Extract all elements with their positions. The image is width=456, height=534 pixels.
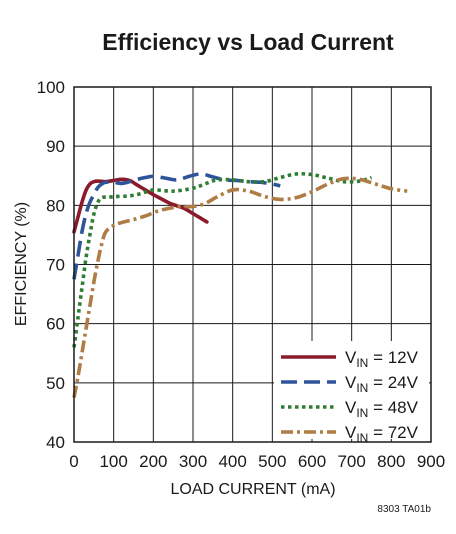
y-tick-label: 60 [46,315,65,334]
plot-frame [73,86,432,443]
series-line-2 [72,172,281,280]
legend: VIN = 12V VIN = 24V VIN = 48V VIN = 72V [274,341,429,445]
x-tick-label: 500 [258,452,286,471]
grid [74,87,431,442]
series-line-4 [72,176,408,398]
chart-title: Efficiency vs Load Current [102,29,394,55]
x-tick-label: 700 [337,452,365,471]
y-tick-label: 90 [46,137,65,156]
x-tick-label: 300 [179,452,207,471]
y-tick-label: 100 [37,78,65,97]
x-tick-labels: 0 100 200 300 400 500 600 700 800 900 [69,452,445,471]
y-tick-label: 50 [46,374,65,393]
series-lines [72,171,408,398]
y-axis-label: EFFICIENCY (%) [13,202,30,326]
figure-code: 8303 TA01b [377,504,431,515]
x-axis-label: LOAD CURRENT (mA) [170,481,335,498]
x-tick-label: 400 [218,452,246,471]
legend-label-1: VIN = 12V [345,348,419,370]
y-tick-label: 80 [46,196,65,215]
legend-label-2: VIN = 24V [345,373,419,395]
y-tick-labels: 40 50 60 70 80 90 100 [37,78,65,452]
legend-label-3: VIN = 48V [345,398,419,420]
legend-label-4: VIN = 72V [345,423,419,445]
x-tick-label: 800 [377,452,405,471]
y-tick-label: 40 [46,433,65,452]
x-tick-label: 0 [69,452,78,471]
x-tick-label: 900 [417,452,445,471]
x-tick-label: 200 [139,452,167,471]
x-tick-label: 600 [298,452,326,471]
x-tick-label: 100 [99,452,127,471]
y-tick-label: 70 [46,256,65,275]
series-line-3 [72,171,373,348]
